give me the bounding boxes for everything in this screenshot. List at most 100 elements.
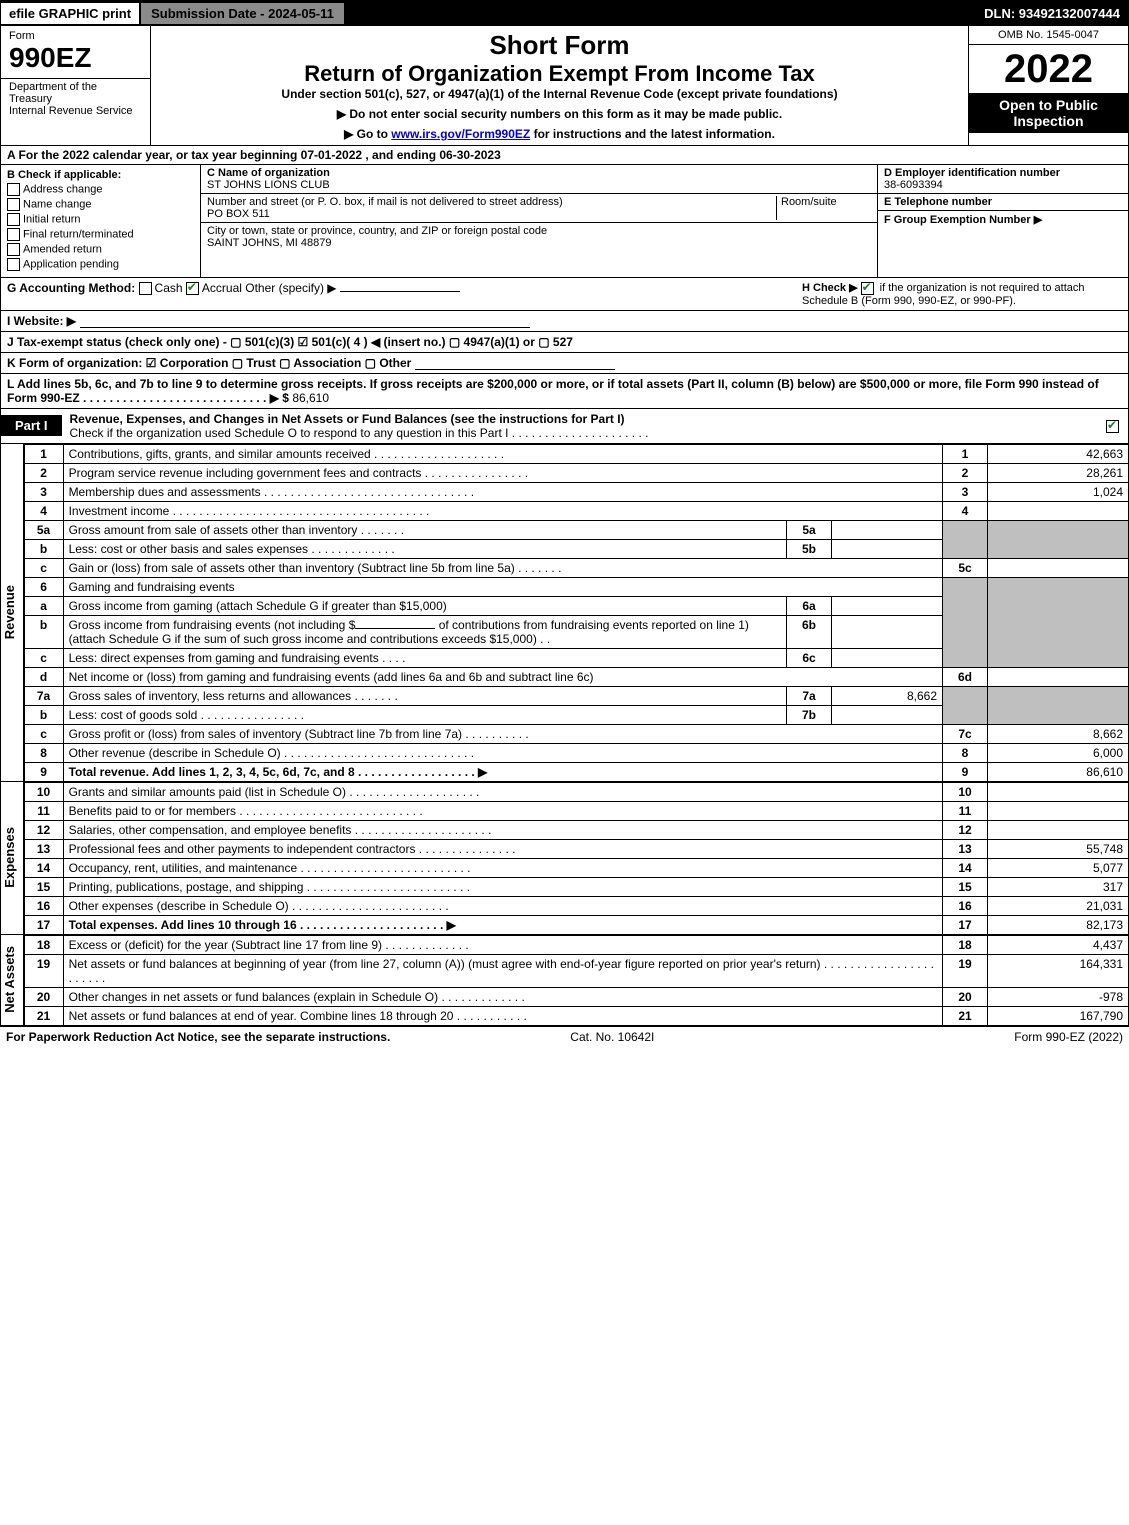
line-5a: 5aGross amount from sale of assets other… — [24, 520, 1128, 539]
line-19: 19Net assets or fund balances at beginni… — [24, 954, 1128, 987]
col-b-label: B Check if applicable: — [7, 169, 194, 181]
header-center: Short Form Return of Organization Exempt… — [151, 26, 968, 145]
line-14: 14Occupancy, rent, utilities, and mainte… — [24, 858, 1128, 877]
row-k-org-form: K Form of organization: ☑ Corporation ▢ … — [0, 353, 1129, 374]
line-20: 20Other changes in net assets or fund ba… — [24, 987, 1128, 1006]
room-suite-label: Room/suite — [777, 196, 871, 220]
form-word: Form — [9, 30, 142, 42]
line-12: 12Salaries, other compensation, and empl… — [24, 820, 1128, 839]
paperwork-notice: For Paperwork Reduction Act Notice, see … — [6, 1030, 390, 1044]
row-l-text: L Add lines 5b, 6c, and 7b to line 9 to … — [7, 377, 1099, 405]
line-5c: cGain or (loss) from sale of assets othe… — [24, 558, 1128, 577]
efile-print-label[interactable]: efile GRAPHIC print — [1, 3, 139, 24]
check-accrual[interactable] — [186, 282, 199, 295]
line-2: 2Program service revenue including gover… — [24, 463, 1128, 482]
line-6: 6Gaming and fundraising events — [24, 577, 1128, 596]
submission-date: Submission Date - 2024-05-11 — [141, 3, 344, 24]
form-ref: Form 990-EZ (2022) — [1014, 1030, 1123, 1044]
expenses-table: 10Grants and similar amounts paid (list … — [24, 782, 1129, 935]
col-d-ids: D Employer identification number 38-6093… — [878, 165, 1128, 277]
line-3: 3Membership dues and assessments . . . .… — [24, 482, 1128, 501]
line-11: 11Benefits paid to or for members . . . … — [24, 801, 1128, 820]
line-7c: cGross profit or (loss) from sales of in… — [24, 724, 1128, 743]
org-name-label: C Name of organization — [207, 167, 330, 179]
cat-no: Cat. No. 10642I — [570, 1030, 654, 1044]
line-21: 21Net assets or fund balances at end of … — [24, 1006, 1128, 1025]
line-9: 9Total revenue. Add lines 1, 2, 3, 4, 5c… — [24, 762, 1128, 781]
check-final[interactable]: Final return/terminated — [7, 228, 194, 241]
header-right: OMB No. 1545-0047 2022 Open to Public In… — [968, 26, 1128, 145]
line-13: 13Professional fees and other payments t… — [24, 839, 1128, 858]
revenue-section: Revenue 1Contributions, gifts, grants, a… — [0, 444, 1129, 782]
part1-header: Part I Revenue, Expenses, and Changes in… — [0, 409, 1129, 444]
ein-value: 38-6093394 — [884, 179, 943, 191]
part1-check-note: Check if the organization used Schedule … — [70, 426, 649, 440]
link-notice: ▶ Go to www.irs.gov/Form990EZ for instru… — [157, 127, 962, 141]
ssn-notice: ▶ Do not enter social security numbers o… — [157, 107, 962, 121]
check-name[interactable]: Name change — [7, 198, 194, 211]
line-4: 4Investment income . . . . . . . . . . .… — [24, 501, 1128, 520]
form-subtitle: Under section 501(c), 527, or 4947(a)(1)… — [157, 87, 962, 101]
street-value: PO BOX 511 — [207, 208, 270, 220]
top-bar: efile GRAPHIC print Submission Date - 20… — [0, 0, 1129, 26]
website-label: I Website: ▶ — [7, 314, 76, 328]
city-label: City or town, state or province, country… — [207, 225, 547, 237]
dln-label: DLN: 93492132007444 — [984, 6, 1128, 21]
line-6d: dNet income or (loss) from gaming and fu… — [24, 667, 1128, 686]
tax-exempt-label: J Tax-exempt status (check only one) - ▢… — [7, 335, 573, 349]
info-grid: B Check if applicable: Address change Na… — [0, 165, 1129, 278]
line-1: 1Contributions, gifts, grants, and simil… — [24, 444, 1128, 463]
check-pending[interactable]: Application pending — [7, 258, 194, 271]
city-value: SAINT JOHNS, MI 48879 — [207, 237, 332, 249]
row-a-tax-year: A For the 2022 calendar year, or tax yea… — [0, 146, 1129, 165]
net-table: 18Excess or (deficit) for the year (Subt… — [24, 935, 1129, 1026]
org-name: ST JOHNS LIONS CLUB — [207, 179, 330, 191]
tax-year: 2022 — [969, 45, 1128, 93]
part1-title: Revenue, Expenses, and Changes in Net As… — [62, 409, 1106, 443]
part1-schedule-o-check[interactable] — [1106, 418, 1128, 432]
check-address[interactable]: Address change — [7, 183, 194, 196]
revenue-table: 1Contributions, gifts, grants, and simil… — [24, 444, 1129, 782]
header-left: Form 990EZ Department of the Treasury In… — [1, 26, 151, 145]
check-amended[interactable]: Amended return — [7, 243, 194, 256]
org-form-label: K Form of organization: ☑ Corporation ▢ … — [7, 356, 411, 370]
street-label: Number and street (or P. O. box, if mail… — [207, 196, 563, 208]
line-17: 17Total expenses. Add lines 10 through 1… — [24, 915, 1128, 934]
tel-label: E Telephone number — [884, 196, 992, 208]
line-15: 15Printing, publications, postage, and s… — [24, 877, 1128, 896]
net-vert-label: Net Assets — [2, 946, 22, 1013]
row-i-website: I Website: ▶ — [0, 311, 1129, 332]
net-assets-section: Net Assets 18Excess or (deficit) for the… — [0, 935, 1129, 1026]
omb-number: OMB No. 1545-0047 — [969, 26, 1128, 45]
short-form-title: Short Form — [157, 30, 962, 61]
group-label: F Group Exemption Number ▶ — [884, 214, 1042, 226]
footer: For Paperwork Reduction Act Notice, see … — [0, 1026, 1129, 1047]
revenue-vert-label: Revenue — [2, 585, 22, 639]
link-pre: ▶ Go to — [344, 127, 391, 141]
line-18: 18Excess or (deficit) for the year (Subt… — [24, 935, 1128, 954]
row-g-h: G Accounting Method: Cash Accrual Other … — [0, 278, 1129, 311]
ein-label: D Employer identification number — [884, 167, 1060, 179]
expenses-vert-label: Expenses — [2, 827, 22, 888]
line-16: 16Other expenses (describe in Schedule O… — [24, 896, 1128, 915]
h-label: H Check ▶ — [802, 282, 858, 294]
row-l-value: 86,610 — [292, 391, 329, 405]
other-specify: Other (specify) ▶ — [245, 281, 336, 295]
expenses-section: Expenses 10Grants and similar amounts pa… — [0, 782, 1129, 935]
row-l-receipts: L Add lines 5b, 6c, and 7b to line 9 to … — [0, 374, 1129, 409]
form-number: 990EZ — [9, 42, 142, 74]
col-c-org-info: C Name of organization ST JOHNS LIONS CL… — [201, 165, 878, 277]
check-h[interactable] — [861, 282, 874, 295]
line-7a: 7aGross sales of inventory, less returns… — [24, 686, 1128, 705]
dept-label: Department of the Treasury — [9, 81, 142, 105]
part1-tab: Part I — [1, 415, 62, 436]
line-10: 10Grants and similar amounts paid (list … — [24, 782, 1128, 801]
link-post: for instructions and the latest informat… — [530, 127, 775, 141]
check-cash[interactable] — [139, 282, 152, 295]
accounting-label: G Accounting Method: — [7, 281, 135, 295]
irs-link[interactable]: www.irs.gov/Form990EZ — [391, 127, 530, 141]
form-title: Return of Organization Exempt From Incom… — [157, 61, 962, 87]
check-initial[interactable]: Initial return — [7, 213, 194, 226]
irs-label: Internal Revenue Service — [9, 105, 142, 117]
row-j-status: J Tax-exempt status (check only one) - ▢… — [0, 332, 1129, 353]
